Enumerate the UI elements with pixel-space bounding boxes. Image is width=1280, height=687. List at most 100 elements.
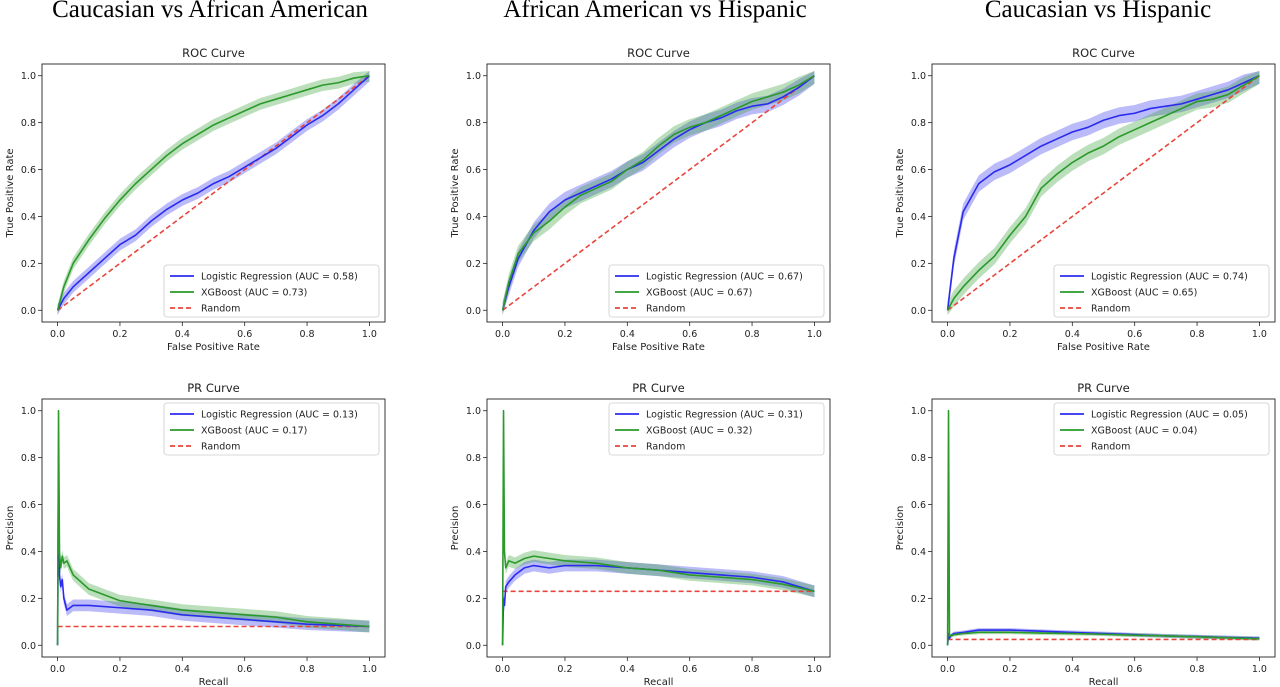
- series-confidence-band: [502, 71, 815, 315]
- legend-label: XGBoost (AUC = 0.17): [201, 426, 307, 437]
- x-tick-label: 0.8: [299, 329, 314, 340]
- legend-label: Random: [201, 304, 240, 315]
- legend-label: Logistic Regression (AUC = 0.31): [646, 410, 803, 421]
- chart-title: PR Curve: [632, 381, 685, 395]
- y-tick-label: 1.0: [911, 406, 926, 417]
- x-axis-label: Recall: [644, 677, 674, 687]
- y-tick-label: 0.4: [466, 212, 481, 223]
- y-tick-label: 1.0: [466, 71, 481, 82]
- y-axis-label: Precision: [5, 506, 16, 551]
- random-baseline-line: [947, 75, 1260, 311]
- x-tick-label: 0.2: [1002, 664, 1017, 675]
- axes-frame: [931, 63, 1276, 323]
- x-tick-label: 0.8: [744, 664, 759, 675]
- chart-panel-3: ROC Curve 0.0 0.2 0.4 0.6 0.8 1.0 0.0 0.2 0.4 0.6 0…: [895, 46, 1276, 353]
- axes-frame: [41, 398, 386, 658]
- x-tick-label: 0.6: [682, 664, 697, 675]
- series-line: [56, 75, 370, 311]
- legend-label: Random: [646, 304, 685, 315]
- y-tick-label: 0.6: [466, 165, 481, 176]
- series-line: [56, 409, 370, 646]
- series-confidence-band: [502, 71, 815, 315]
- x-tick-label: 0.2: [1002, 329, 1017, 340]
- legend-label: XGBoost (AUC = 0.65): [1091, 288, 1197, 299]
- x-tick-label: 1.0: [807, 664, 822, 675]
- chart-panel-4: PR Curve 0.0 0.2 0.4 0.6 0.8 1.0 0.0 0.2 0.4 0.6 0.…: [5, 381, 386, 687]
- y-tick-label: 0.8: [911, 118, 926, 129]
- chart-panel-1: ROC Curve 0.0 0.2 0.4 0.6 0.8 1.0 0.0 0.2 0.4 0.6 0…: [5, 46, 386, 353]
- column-title-3: Caucasian vs Hispanic: [984, 0, 1212, 23]
- y-tick-label: 0.2: [911, 594, 926, 605]
- y-tick-label: 0.2: [466, 259, 481, 270]
- chart-panel-6: PR Curve 0.0 0.2 0.4 0.6 0.8 1.0 0.0 0.2 0.4 0.6 0.…: [895, 381, 1276, 687]
- y-tick-label: 0.8: [466, 118, 481, 129]
- x-tick-label: 0.4: [1065, 664, 1080, 675]
- series-confidence-band: [57, 71, 370, 315]
- legend-label: Random: [1091, 442, 1130, 453]
- legend-label: Random: [201, 442, 240, 453]
- x-tick-label: 0.8: [744, 329, 759, 340]
- legend-label: XGBoost (AUC = 0.04): [1091, 426, 1197, 437]
- x-axis-label: False Positive Rate: [612, 342, 705, 353]
- x-axis-label: False Positive Rate: [1057, 342, 1150, 353]
- y-tick-label: 0.6: [21, 165, 36, 176]
- series-line: [56, 74, 370, 311]
- y-axis-label: Precision: [450, 506, 461, 551]
- series-line: [501, 75, 815, 311]
- y-tick-label: 1.0: [21, 71, 36, 82]
- legend-label: Logistic Regression (AUC = 0.74): [1091, 272, 1248, 283]
- y-tick-label: 0.4: [21, 212, 36, 223]
- y-tick-label: 0.4: [21, 547, 36, 558]
- chart-title: PR Curve: [1077, 381, 1130, 395]
- y-tick-label: 0.8: [21, 118, 36, 129]
- series-line: [56, 456, 370, 646]
- legend-label: Logistic Regression (AUC = 0.67): [646, 272, 803, 283]
- chart-panel-5: PR Curve 0.0 0.2 0.4 0.6 0.8 1.0 0.0 0.2 0.4 0.6 0.…: [450, 381, 831, 687]
- y-tick-label: 0.2: [466, 594, 481, 605]
- y-tick-label: 0.0: [466, 641, 481, 652]
- series-line: [501, 75, 815, 311]
- legend-label: Random: [1091, 304, 1130, 315]
- column-title-2: African American vs Hispanic: [503, 0, 807, 23]
- legend-box: [163, 264, 380, 318]
- axes-frame: [486, 398, 831, 658]
- x-tick-label: 0.4: [620, 664, 635, 675]
- random-baseline-line: [57, 75, 370, 311]
- legend-box: [1053, 402, 1270, 456]
- x-tick-label: 0.0: [495, 664, 510, 675]
- x-tick-label: 0.2: [112, 329, 127, 340]
- y-tick-label: 0.4: [911, 212, 926, 223]
- axes-frame: [486, 63, 831, 323]
- x-tick-label: 1.0: [362, 664, 377, 675]
- chart-panel-2: ROC Curve 0.0 0.2 0.4 0.6 0.8 1.0 0.0 0.2 0.4 0.6 0…: [450, 46, 831, 353]
- y-tick-label: 0.2: [21, 594, 36, 605]
- x-tick-label: 1.0: [362, 329, 377, 340]
- x-tick-label: 1.0: [1252, 664, 1267, 675]
- series-confidence-band: [57, 71, 370, 315]
- y-tick-label: 0.6: [21, 500, 36, 511]
- x-tick-label: 0.4: [175, 329, 190, 340]
- series-confidence-band: [502, 559, 815, 650]
- column-title-1: Caucasian vs African American: [52, 0, 368, 23]
- x-tick-label: 0.6: [682, 329, 697, 340]
- legend-box: [1053, 264, 1270, 318]
- legend-label: Logistic Regression (AUC = 0.05): [1091, 410, 1248, 421]
- y-tick-label: 0.0: [911, 641, 926, 652]
- y-tick-label: 0.4: [911, 547, 926, 558]
- x-axis-label: Recall: [1089, 677, 1119, 687]
- y-tick-label: 1.0: [21, 406, 36, 417]
- chart-title: PR Curve: [187, 381, 240, 395]
- y-tick-label: 0.8: [911, 453, 926, 464]
- chart-title: ROC Curve: [182, 46, 245, 60]
- y-axis-label: True Positive Rate: [5, 148, 16, 238]
- y-tick-label: 0.6: [911, 165, 926, 176]
- legend-label: Logistic Regression (AUC = 0.13): [201, 410, 358, 421]
- x-tick-label: 0.6: [1127, 664, 1142, 675]
- x-tick-label: 0.6: [237, 329, 252, 340]
- x-tick-label: 0.0: [940, 664, 955, 675]
- x-tick-label: 0.2: [557, 664, 572, 675]
- x-tick-label: 0.0: [495, 329, 510, 340]
- x-tick-label: 0.8: [299, 664, 314, 675]
- x-axis-label: False Positive Rate: [167, 342, 260, 353]
- legend-label: Logistic Regression (AUC = 0.58): [201, 272, 358, 283]
